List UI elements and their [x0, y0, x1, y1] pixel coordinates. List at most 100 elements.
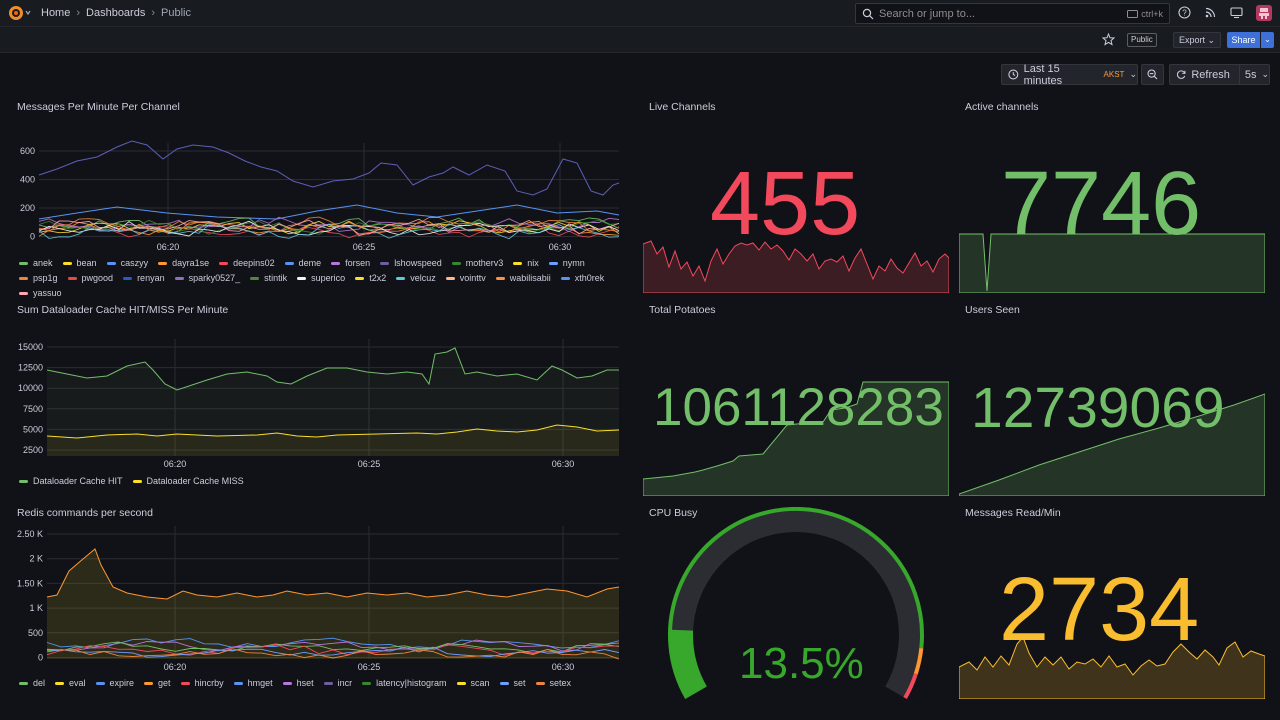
- x-tick-label: 06:20: [164, 459, 187, 469]
- legend-item[interactable]: nymn: [548, 257, 585, 269]
- y-tick-label: 12500: [18, 363, 43, 373]
- dataloader-timeseries-chart[interactable]: 15000 12500 10000 7500 5000 2500 06:20 06:25 06:…: [17, 304, 627, 474]
- legend-label: motherv3: [465, 258, 504, 268]
- legend-label: anek: [33, 258, 53, 268]
- legend-color-swatch: [62, 261, 72, 265]
- legend-label: velcuz: [410, 273, 436, 283]
- legend-label: set: [513, 678, 526, 688]
- y-tick-label: 2.50 K: [17, 529, 43, 539]
- legend-item[interactable]: latency|histogram: [362, 677, 447, 689]
- legend-color-swatch: [95, 681, 105, 685]
- grafana-logo-icon[interactable]: [8, 5, 32, 26]
- total-potatoes-sparkline: [643, 381, 949, 496]
- legend-item[interactable]: nix: [513, 257, 539, 269]
- legend-item[interactable]: dayra1se: [158, 257, 209, 269]
- legend-item[interactable]: superico: [297, 272, 345, 284]
- legend-label: superico: [311, 273, 346, 283]
- messages-timeseries-chart[interactable]: 600 400 200 0 06:20 06:25 06:30: [17, 101, 627, 251]
- news-feed-icon[interactable]: [1204, 6, 1217, 24]
- dashboard-toolbar: Public Export ⌄ Share ⌄: [0, 27, 1280, 53]
- series-line-hit: [46, 347, 619, 391]
- chart-legend: anek bean caszyy dayra1se deepins02 deme forse…: [19, 257, 625, 299]
- legend-color-swatch: [380, 261, 390, 265]
- legend-item[interactable]: expire: [95, 677, 134, 689]
- messages-read-value: 2734: [999, 560, 1200, 660]
- breadcrumb-home[interactable]: Home: [41, 7, 71, 19]
- live-channels-sparkline: [643, 240, 949, 293]
- chart-legend: del eval expire get hincrby hmget hset incr late…: [19, 677, 625, 689]
- legend-item[interactable]: motherv3: [451, 257, 504, 269]
- legend-color-swatch: [331, 261, 341, 265]
- series-line: [38, 140, 620, 196]
- legend-item[interactable]: renyan: [123, 272, 165, 284]
- y-tick-label: 0: [30, 232, 35, 242]
- legend-item[interactable]: del: [19, 677, 45, 689]
- panel-live-channels: Live Channels 455: [643, 101, 949, 293]
- legend-item[interactable]: setex: [535, 677, 571, 689]
- legend-item[interactable]: Dataloader Cache MISS: [132, 475, 244, 487]
- public-badge: Public: [1127, 33, 1157, 47]
- legend-color-swatch: [180, 681, 190, 685]
- redis-timeseries-chart[interactable]: 2.50 K 2 K 1.50 K 1 K 500 0 06:20 06:25 06:30: [17, 507, 627, 677]
- y-tick-label: 600: [20, 146, 35, 156]
- legend-color-swatch: [560, 276, 570, 280]
- legend-item[interactable]: velcuz: [396, 272, 436, 284]
- legend-item[interactable]: deme: [284, 257, 321, 269]
- zoom-out-icon: [1147, 69, 1158, 80]
- legend-item[interactable]: forsen: [331, 257, 370, 269]
- legend-item[interactable]: eval: [55, 677, 86, 689]
- legend-item[interactable]: get: [144, 677, 171, 689]
- help-icon[interactable]: ?: [1178, 6, 1191, 24]
- time-range-picker[interactable]: Last 15 minutes AKST ⌄: [1001, 63, 1138, 87]
- panel-title: Total Potatoes: [649, 304, 716, 316]
- legend-item[interactable]: t2x2: [355, 272, 386, 284]
- search-input[interactable]: Search or jump to... ctrl+k: [855, 3, 1170, 24]
- series-line: [38, 223, 620, 240]
- star-icon[interactable]: [1101, 32, 1116, 51]
- legend-item[interactable]: Dataloader Cache HIT: [19, 475, 123, 487]
- legend-label: wabilisabii: [509, 273, 551, 283]
- legend-item[interactable]: sparky0527_: [174, 272, 240, 284]
- legend-color-swatch: [106, 261, 116, 265]
- legend-color-swatch: [451, 261, 461, 265]
- legend-item[interactable]: bean: [62, 257, 97, 269]
- legend-item[interactable]: psp1g: [19, 272, 58, 284]
- panel-total-potatoes: Total Potatoes 1061128283: [643, 304, 949, 496]
- legend-item[interactable]: yassuo: [19, 287, 62, 299]
- refresh-button[interactable]: Refresh 5s ⌄: [1169, 64, 1270, 85]
- legend-item[interactable]: incr: [323, 677, 352, 689]
- panel-cpu-busy: CPU Busy 13.5%: [643, 507, 949, 699]
- panel-redis-commands: Redis commands per second 2.50 K 2 K 1.50 …: [17, 507, 627, 697]
- legend-label: bean: [76, 258, 97, 268]
- legend-item[interactable]: pwgood: [67, 272, 113, 284]
- legend-item[interactable]: caszyy: [106, 257, 148, 269]
- legend-item[interactable]: lshowspeed: [380, 257, 442, 269]
- legend-item[interactable]: xth0rek: [560, 272, 604, 284]
- legend-item[interactable]: hset: [282, 677, 314, 689]
- legend-item[interactable]: vointtv: [445, 272, 486, 284]
- panel-title: Users Seen: [965, 304, 1020, 316]
- legend-label: forsen: [345, 258, 371, 268]
- y-tick-label: 15000: [18, 342, 43, 352]
- legend-item[interactable]: hincrby: [180, 677, 224, 689]
- legend-color-swatch: [513, 261, 523, 265]
- panel-messages-per-minute: Messages Per Minute Per Channel 600 400 20…: [17, 101, 627, 298]
- zoom-out-button[interactable]: [1141, 64, 1164, 85]
- legend-item[interactable]: scan: [456, 677, 490, 689]
- refresh-interval[interactable]: 5s: [1244, 68, 1257, 81]
- legend-item[interactable]: wabilisabii: [495, 272, 551, 284]
- active-channels-value: 7746: [1001, 154, 1202, 254]
- share-button[interactable]: Share: [1227, 32, 1260, 48]
- export-button[interactable]: Export ⌄: [1173, 32, 1222, 48]
- legend-item[interactable]: hmget: [233, 677, 273, 689]
- share-menu-chevron-icon[interactable]: ⌄: [1261, 32, 1274, 48]
- legend-item[interactable]: stintik: [250, 272, 287, 284]
- breadcrumb-dashboards[interactable]: Dashboards: [86, 7, 146, 19]
- legend-item[interactable]: anek: [19, 257, 53, 269]
- legend-item[interactable]: deepins02: [219, 257, 275, 269]
- monitor-icon[interactable]: [1230, 6, 1243, 24]
- active-channels-sparkline: [959, 233, 1265, 293]
- y-tick-label: 500: [28, 628, 43, 638]
- legend-item[interactable]: set: [499, 677, 526, 689]
- user-avatar[interactable]: [1256, 5, 1272, 21]
